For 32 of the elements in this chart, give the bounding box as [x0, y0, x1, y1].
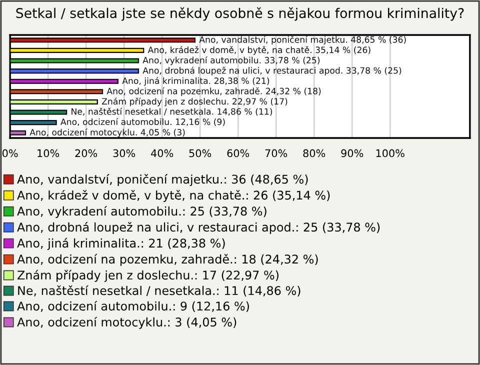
data-label: Ano, drobná loupež na ulici, v restauraci apod. 33,78 % (25): [142, 66, 402, 76]
data-label: Ano, vandalství, poničení majetku. 48,65 % (36): [199, 36, 406, 44]
x-tick-label: 10%: [38, 149, 60, 158]
legend-label: Ano, jiná kriminalita.: 21 (28,38 %): [17, 238, 225, 250]
data-label: Ano, odcizení motocyklu. 4,05 % (3): [30, 128, 185, 138]
x-tick-label: 40%: [151, 149, 174, 158]
x-tick-label: 70%: [265, 149, 288, 158]
legend-label: Ano, odcizení motocyklu.: 3 (4,05 %): [17, 316, 236, 329]
legend-label: Ano, drobná loupež na ulici, v restauraci apod.: 25 (33,78 %): [17, 222, 380, 234]
legend-label: Ano, odcizení na pozemku, zahradě.: 18 (24,32 %): [17, 254, 318, 266]
data-label: Ano, odcizení na pozemku, zahradě. 24,32 % (18): [106, 87, 321, 96]
data-label: Ano, odcizení automobilu. 12,16 % (9): [60, 118, 225, 126]
data-label: Ano, jiná kriminalita. 28,38 % (21): [122, 77, 270, 86]
legend-label: Ano, odcizení automobilu.: 9 (12,16 %): [17, 300, 249, 312]
x-tick-label: 80%: [303, 149, 326, 158]
x-tick-label: 100%: [376, 149, 404, 158]
data-label: Ano, vykradení automobilu. 33,78 % (25): [142, 56, 320, 66]
legend-label: Ano, vykradení automobilu.: 25 (33,78 %): [17, 206, 266, 218]
data-label: Ne, naštěstí nesetkal / nesetkala. 14,86 % (11): [72, 108, 272, 116]
x-tick-label: 30%: [113, 149, 136, 158]
chart-title: Setkal / setkala jste se někdy osobně s nějakou formou kriminality?: [16, 7, 464, 21]
legend-label: Znám případy jen z doslechu.: 17 (22,97 %): [18, 270, 278, 282]
x-tick-label: 0%: [2, 149, 18, 158]
legend-label: Ano, vandalství, poničení majetku.: 36 (48,65 %): [17, 174, 308, 186]
x-tick-label: 50%: [189, 149, 212, 158]
x-tick-label: 60%: [227, 149, 250, 158]
x-tick-label: 20%: [75, 149, 98, 158]
data-label: Znám případy jen z doslechu. 22,97 % (17): [102, 98, 288, 106]
legend-label: Ano, krádež v domě, v bytě, na chatě.: 26 (35,14 %): [17, 190, 330, 202]
data-label: Ano, krádež v domě, v bytě, na chatě. 35,14 % (26): [148, 46, 370, 55]
x-tick-label: 90%: [341, 149, 364, 158]
legend-label: Ne, naštěstí nesetkal / nesetkala.: 11 (14,86 %): [18, 285, 300, 297]
